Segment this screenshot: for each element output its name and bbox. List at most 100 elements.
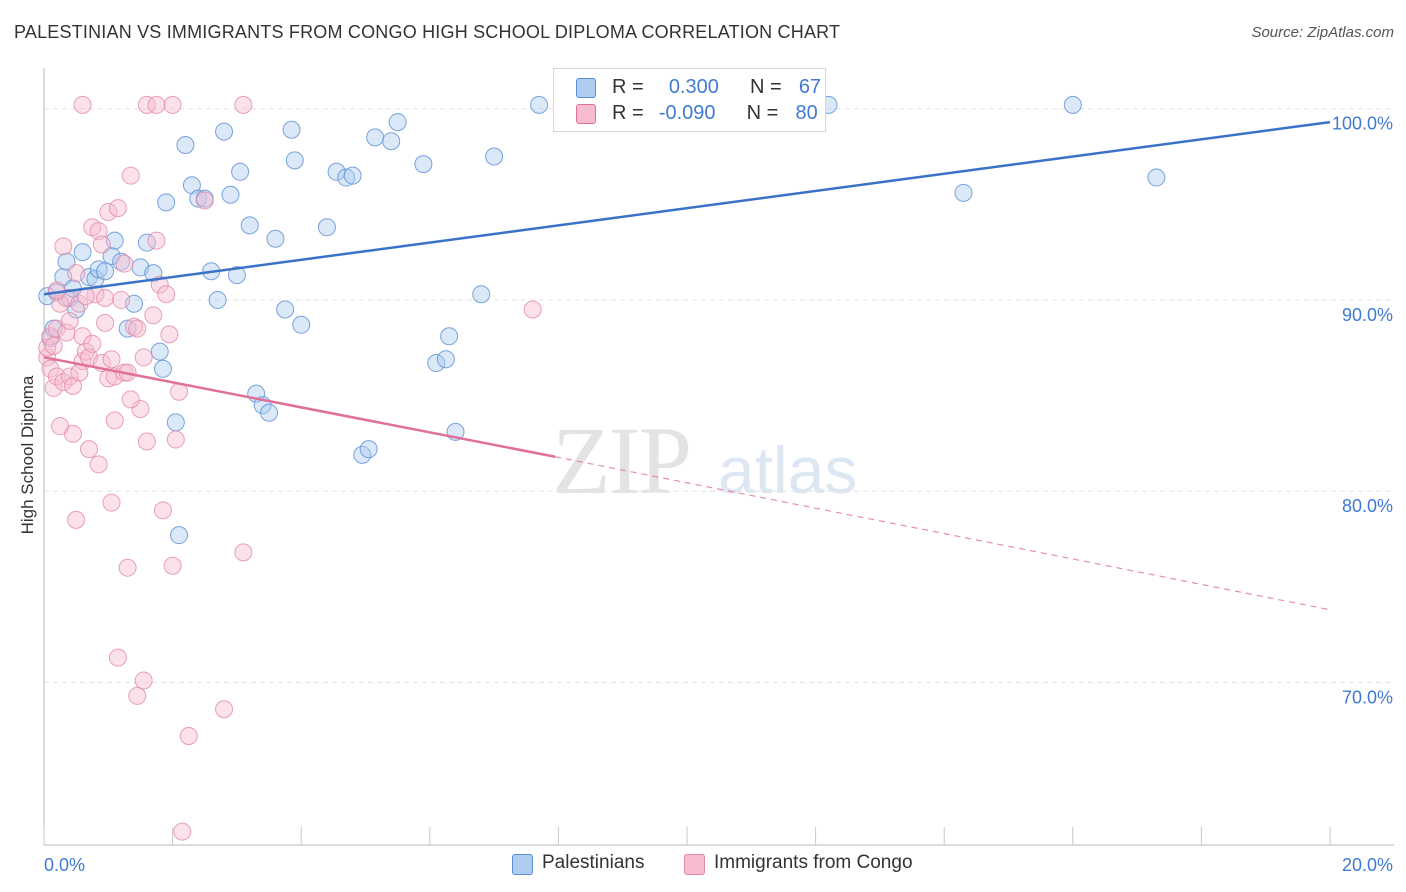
palestinian-point [144,264,163,283]
palestinian-point [73,243,92,262]
series-legend: Palestinians Immigrants from Congo [0,852,1406,878]
congo-point [105,411,124,430]
congo-point [137,432,156,451]
legend-n-label: N = [746,102,779,124]
legend-swatch-pink [576,104,596,124]
legend-n-value: 80 [795,102,818,124]
palestinian-point [260,403,279,422]
palestinian-point [343,166,362,185]
congo-point [112,290,131,309]
palestinian-point [472,285,491,304]
congo-point [108,199,127,218]
congo-point [108,648,127,667]
congo-point [147,95,166,114]
congo-point [99,202,118,221]
palestinian-point [89,260,108,279]
y-tick-label: 90.0% [1342,305,1393,325]
chart-title: PALESTINIAN VS IMMIGRANTS FROM CONGO HIG… [14,22,841,42]
congo-point [44,336,63,355]
palestinian-point [208,290,227,309]
watermark-zip: ZIP [552,407,692,514]
congo-point [173,822,192,841]
congo-point [96,313,115,332]
legend-r-label: R = [612,76,644,98]
congo-point [134,348,153,367]
palestinian-point [427,354,446,373]
palestinian-point [227,266,246,285]
palestinian-point [215,122,234,141]
congo-point [92,235,111,254]
palestinian-point [166,413,185,432]
congo-point [73,327,92,346]
palestinian-point [366,128,385,147]
palestinian-point [150,342,169,361]
congo-point [38,338,57,357]
congo-point [195,191,214,210]
palestinian-point [1147,168,1166,187]
watermark-atlas: atlas [718,433,858,507]
congo-point [128,686,147,705]
palestinian-point [388,113,407,132]
palestinian-point [112,252,131,271]
y-tick-label: 70.0% [1342,687,1393,707]
legend-swatch-blue [576,78,596,98]
palestinian-point [240,216,259,235]
congo-point [102,350,121,369]
congo-point [163,556,182,575]
congo-point [131,399,150,418]
congo-point [70,294,89,313]
source-label: Source: ZipAtlas.com [1251,24,1394,41]
congo-trend-extension [555,456,1331,611]
palestinian-point [359,440,378,459]
congo-point [160,325,179,344]
congo-point [144,306,163,325]
legend-r-value: -0.090 [658,102,716,124]
congo-point [41,359,60,378]
palestinian-point [317,218,336,237]
congo-point [234,95,253,114]
congo-point [153,501,172,520]
palestinian-point [285,151,304,170]
palestinian-point [96,262,115,281]
legend-swatch-congo [684,854,705,875]
palestinian-point [57,252,76,271]
palestinian-point [189,189,208,208]
palestinian-point [170,526,189,545]
legend-text-blue: R = 0.300 N = 67 [612,76,821,99]
palestinian-point [266,229,285,248]
congo-point [523,300,542,319]
legend-r-label: R = [612,102,644,124]
congo-point [215,700,234,719]
palestinian-point [176,136,195,155]
congo-point [89,455,108,474]
congo-point [179,726,198,745]
legend-label-palestinians: Palestinians [542,852,645,873]
congo-point [51,417,70,436]
palestinian-point [382,132,401,151]
palestinian-point [231,162,250,181]
palestinian-trend-line [43,120,1331,296]
palestinian-point [157,193,176,212]
congo-point [54,237,73,256]
congo-point [125,317,144,336]
congo-point [76,342,95,361]
congo-point [89,222,108,241]
congo-point [166,430,185,449]
congo-point [73,95,92,114]
congo-point [147,231,166,250]
congo-point [121,166,140,185]
palestinian-point [282,120,301,139]
congo-point [118,558,137,577]
congo-point [96,289,115,308]
palestinian-point [530,95,549,114]
congo-point [115,254,134,273]
legend-label-congo: Immigrants from Congo [714,852,913,873]
congo-trend-line [43,356,556,458]
stats-legend: R = 0.300 N = 67 R = -0.090 N = 80 [553,68,826,132]
palestinian-point [276,300,295,319]
palestinian-point [221,185,240,204]
congo-point [134,671,153,690]
congo-point [70,363,89,382]
palestinian-point [440,327,459,346]
palestinian-point [153,359,172,378]
